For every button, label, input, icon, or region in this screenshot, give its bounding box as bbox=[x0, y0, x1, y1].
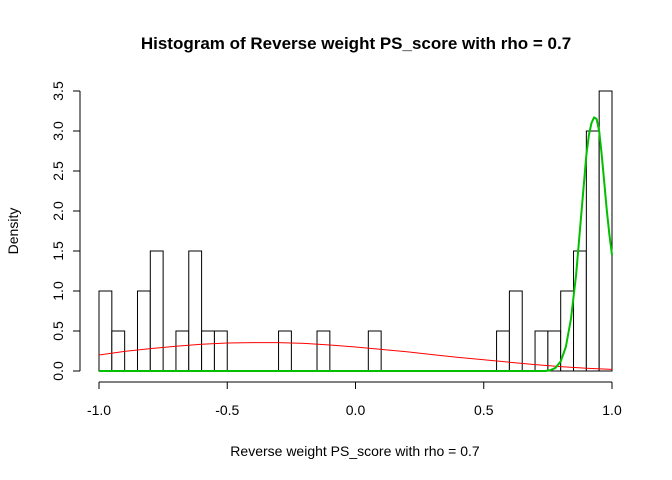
histogram-bar-10 bbox=[367, 330, 382, 372]
x-tick-label: -0.5 bbox=[215, 402, 239, 418]
density-curve-0 bbox=[98, 342, 613, 370]
histogram-bar-11 bbox=[496, 330, 510, 372]
histogram-bar-17 bbox=[585, 130, 600, 372]
x-tick-label: 0.5 bbox=[474, 402, 494, 418]
histogram-bars bbox=[98, 90, 613, 372]
x-tick-label: 0.0 bbox=[346, 402, 366, 418]
density-curves bbox=[98, 116, 613, 372]
y-tick-label: 1.5 bbox=[50, 241, 66, 261]
y-tick-label: 0.5 bbox=[50, 321, 66, 341]
x-tick-label: -1.0 bbox=[87, 402, 111, 418]
y-axis: 0.0 0.5 1.0 1.5 2.0 2.5 3.0 3.5 bbox=[50, 81, 81, 381]
histogram-bar-0 bbox=[98, 290, 113, 372]
x-tick-label: 1.0 bbox=[602, 402, 622, 418]
y-tick-label: 3.5 bbox=[50, 81, 66, 101]
density-curve-1 bbox=[99, 116, 613, 372]
chart-title: Histogram of Reverse weight PS_score wit… bbox=[141, 34, 571, 53]
y-tick-label: 1.0 bbox=[50, 281, 66, 301]
x-axis-label: Reverse weight PS_score with rho = 0.7 bbox=[230, 443, 480, 459]
histogram-bar-2 bbox=[136, 290, 151, 372]
y-tick-label: 2.5 bbox=[50, 161, 66, 181]
histogram-bar-12 bbox=[508, 290, 523, 372]
histogram-bar-16 bbox=[573, 250, 587, 372]
histogram-bar-7 bbox=[213, 330, 228, 372]
histogram-bar-18 bbox=[598, 90, 613, 372]
histogram-bar-4 bbox=[175, 330, 190, 372]
x-axis: -1.0 -0.5 0.0 0.5 1.0 bbox=[87, 381, 622, 418]
histogram-bar-3 bbox=[149, 250, 164, 372]
y-axis-label: Density bbox=[5, 208, 21, 255]
histogram-bar-15 bbox=[560, 290, 575, 372]
histogram-bar-6 bbox=[201, 330, 215, 372]
histogram-bar-1 bbox=[111, 330, 126, 372]
y-tick-label: 2.0 bbox=[50, 201, 66, 221]
histogram-bar-5 bbox=[188, 250, 203, 372]
histogram-bar-9 bbox=[316, 330, 331, 372]
y-tick-label: 0.0 bbox=[50, 361, 66, 381]
y-tick-label: 3.0 bbox=[50, 121, 66, 141]
histogram-bar-8 bbox=[278, 330, 292, 372]
